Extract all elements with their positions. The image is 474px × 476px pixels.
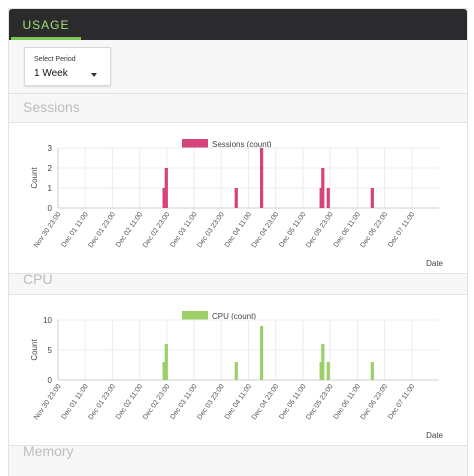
cpu-chart-card: CPU (count) 0 5 10 Count Nov 30 23:00 Dec 01 1… [9, 294, 467, 446]
data-bar [319, 362, 323, 380]
data-bar [326, 188, 330, 208]
y-tick-label: 10 [43, 316, 52, 325]
x-tick-label: Dec 06 11:00 [333, 383, 362, 421]
select-period-dropdown[interactable]: Select Period 1 Week [24, 47, 111, 86]
x-tick-label: Nov 30 23:00 [33, 383, 63, 421]
data-bar [234, 188, 238, 208]
x-axis-title: Date [426, 431, 443, 440]
section-title-sessions: Sessions [23, 99, 80, 115]
x-tick-label: Dec 06 23:00 [360, 383, 390, 421]
x-tick-label: Dec 02 23:00 [142, 383, 172, 421]
x-tick-label: Dec 04 23:00 [251, 211, 281, 249]
x-tick-label: Dec 02 11:00 [115, 383, 144, 421]
y-axis-title: Count [30, 339, 39, 361]
data-bar [259, 148, 264, 208]
y-tick-label: 0 [48, 376, 53, 385]
legend-label: CPU (count) [212, 312, 256, 321]
select-period-value: 1 Week [34, 68, 68, 79]
x-tick-label: Dec 05 11:00 [278, 383, 307, 421]
x-tick-label: Dec 05 23:00 [305, 383, 335, 421]
x-tick-label: Nov 30 23:00 [33, 211, 63, 249]
x-tick-label: Dec 06 23:00 [360, 211, 390, 249]
x-tick-label: Dec 04 23:00 [251, 383, 281, 421]
x-tick-label: Dec 02 23:00 [142, 211, 172, 249]
sessions-chart-card: Sessions (count) 0 1 2 3 Count Nov 30 23:00 Dec… [9, 122, 467, 274]
section-title-cpu: CPU [23, 271, 53, 287]
y-tick-label: 0 [48, 204, 53, 213]
legend-label: Sessions (count) [212, 140, 272, 149]
data-bar [162, 362, 166, 380]
x-tick-label: Dec 07 11:00 [387, 383, 416, 421]
data-bar [164, 344, 168, 380]
y-axis-title: Count [30, 167, 39, 189]
x-tick-label: Dec 01 23:00 [87, 383, 117, 421]
data-bar [319, 188, 323, 208]
data-bar [370, 362, 374, 380]
x-tick-label: Dec 03 11:00 [169, 211, 198, 249]
x-tick-label: Dec 01 11:00 [61, 211, 90, 249]
x-tick-label: Dec 01 23:00 [87, 211, 117, 249]
legend-swatch [182, 139, 208, 148]
y-tick-label: 3 [48, 144, 53, 153]
legend-swatch [182, 311, 208, 320]
x-tick-label: Dec 03 11:00 [169, 383, 198, 421]
x-tick-label: Dec 03 23:00 [196, 383, 226, 421]
active-tab-indicator [11, 37, 81, 40]
y-tick-label: 5 [48, 346, 53, 355]
section-title-memory: Memory [23, 443, 74, 459]
y-tick-label: 2 [48, 164, 53, 173]
top-bar: USAGE [9, 9, 467, 40]
x-axis-title: Date [426, 259, 443, 268]
data-bar [164, 168, 168, 208]
x-tick-label: Dec 01 11:00 [61, 383, 90, 421]
x-tick-label: Dec 05 23:00 [305, 211, 335, 249]
y-tick-label: 1 [48, 184, 53, 193]
usage-panel: USAGE Select Period 1 Week Sessions Sess… [8, 8, 468, 476]
data-bar [234, 362, 238, 380]
data-bar [326, 362, 330, 380]
x-tick-label: Dec 06 11:00 [333, 211, 362, 249]
data-bar [321, 344, 325, 380]
x-tick-label: Dec 02 11:00 [115, 211, 144, 249]
tab-usage[interactable]: USAGE [22, 17, 70, 32]
data-bar [321, 168, 325, 208]
dropdown-arrow-icon [91, 73, 97, 77]
x-tick-label: Dec 05 11:00 [278, 211, 307, 249]
data-bar [370, 188, 374, 208]
x-tick-label: Dec 07 11:00 [387, 211, 416, 249]
x-tick-label: Dec 03 23:00 [196, 211, 226, 249]
x-tick-label: Dec 04 11:00 [224, 383, 253, 421]
data-bar [259, 326, 264, 380]
data-bar [162, 188, 166, 208]
select-period-label: Select Period [34, 56, 76, 63]
divider [9, 93, 467, 94]
x-tick-label: Dec 04 11:00 [224, 211, 253, 249]
